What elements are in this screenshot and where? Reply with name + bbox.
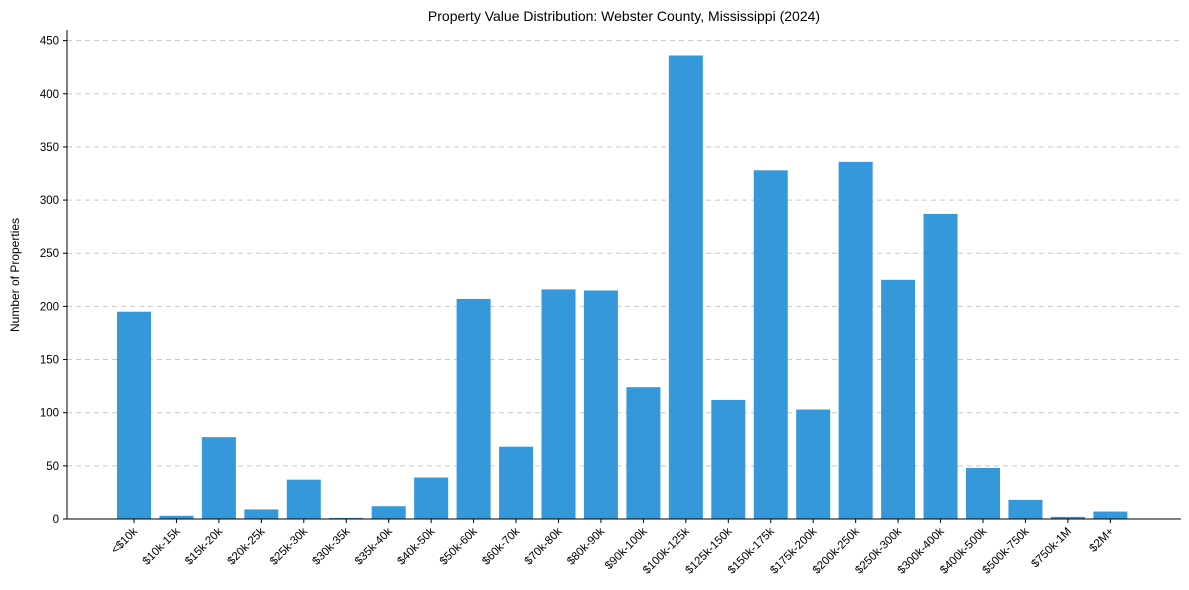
x-tick-label: $750k-1M xyxy=(1029,526,1074,571)
bar xyxy=(1050,516,1085,519)
bar xyxy=(881,279,916,519)
bar xyxy=(117,311,151,519)
x-tick-label: $2M+ xyxy=(1087,525,1116,554)
x-ticks: <$10k $10k-15k $15k-20k $20k-25k $25k-30k $30… xyxy=(109,519,1117,577)
y-tick-label: 50 xyxy=(46,461,59,473)
bar xyxy=(838,161,873,520)
bar xyxy=(414,477,449,519)
bar xyxy=(329,517,364,519)
bar xyxy=(541,289,576,519)
bar xyxy=(499,446,534,519)
bar xyxy=(286,479,321,519)
y-tick-label: 250 xyxy=(40,248,59,260)
x-tick-label: $70k-80k xyxy=(523,525,565,567)
bar xyxy=(583,290,618,519)
bar xyxy=(796,409,831,519)
y-tick-label: 200 xyxy=(40,301,59,313)
y-tick-label: 450 xyxy=(40,36,59,48)
x-tick-label: $15k-20k xyxy=(183,525,225,567)
x-tick-label: $35k-40k xyxy=(353,525,395,567)
bar xyxy=(456,298,491,519)
x-tick-label: $10k-15k xyxy=(141,525,183,567)
y-tick-label: 350 xyxy=(40,142,59,154)
x-tick-label: $25k-30k xyxy=(268,525,310,567)
x-tick-label: $60k-70k xyxy=(480,525,522,567)
y-axis-label: Number of Properties xyxy=(8,218,22,332)
bar xyxy=(244,509,279,519)
y-tick-label: 150 xyxy=(40,355,59,367)
x-tick-label: $40k-50k xyxy=(395,525,437,567)
y-tick-label: 300 xyxy=(40,195,59,207)
x-tick-label: $80k-90k xyxy=(565,525,607,567)
x-tick-label: <$10k xyxy=(109,525,140,556)
bar xyxy=(966,467,1000,519)
y-tick-label: 0 xyxy=(53,514,59,526)
bar xyxy=(626,387,661,519)
y-tick-label: 100 xyxy=(40,408,59,420)
bar xyxy=(668,55,703,520)
bar xyxy=(371,506,406,519)
bar xyxy=(711,399,746,519)
x-tick-label: $30k-35k xyxy=(310,525,352,567)
bar xyxy=(753,170,788,520)
x-tick-label: $500k-750k xyxy=(981,525,1032,576)
bar xyxy=(1093,511,1128,519)
bar xyxy=(201,437,236,519)
bar xyxy=(1008,499,1043,519)
chart-title: Property Value Distribution: Webster Cou… xyxy=(428,8,820,24)
y-tick-label: 400 xyxy=(40,89,59,101)
y-ticks: 0 50 100 150 200 250 300 350 400 450 xyxy=(40,36,67,526)
gridlines xyxy=(67,40,1181,467)
x-tick-label: $20k-25k xyxy=(226,525,268,567)
bars xyxy=(117,55,1128,520)
x-tick-label: $50k-60k xyxy=(438,525,480,567)
bar xyxy=(923,213,958,519)
axes xyxy=(66,30,1181,520)
bar xyxy=(159,515,194,519)
